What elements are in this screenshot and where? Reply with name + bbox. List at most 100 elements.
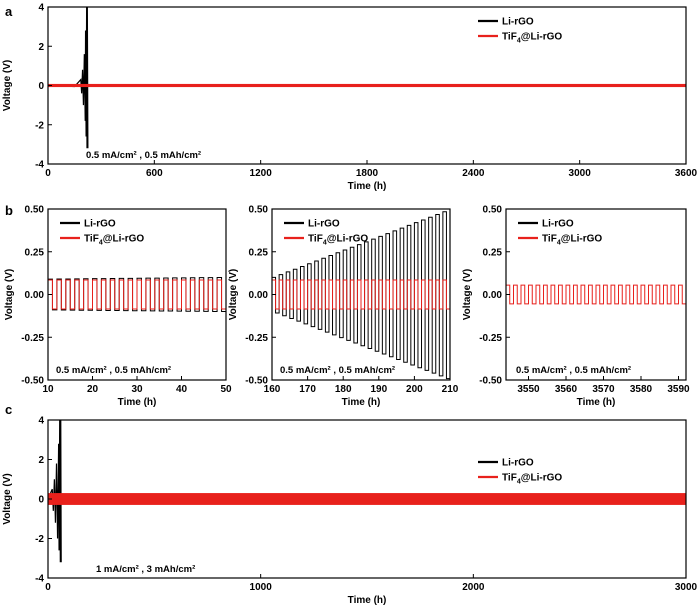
legend-label: Li-rGO [502, 17, 534, 28]
x-tick-label: 2000 [462, 582, 485, 593]
x-tick-label: 1800 [356, 168, 379, 179]
y-tick-label: 0.00 [249, 290, 269, 301]
x-tick-label: 20 [87, 384, 99, 395]
series-line-1 [506, 284, 686, 305]
condition-annotation: 1 mA/cm² , 3 mAh/cm² [96, 564, 195, 575]
legend: Li-rGO TiF4@Li-rGO [518, 219, 602, 247]
y-tick-label: 0.00 [483, 290, 503, 301]
legend-label-tail: @Li-rGO [561, 234, 603, 245]
y-tick-label: 0.50 [249, 205, 269, 216]
condition-annotation: 0.5 mA/cm² , 0.5 mAh/cm² [56, 365, 171, 376]
legend-label-subscript: 4 [517, 479, 521, 486]
x-tick-label: 180 [335, 384, 352, 395]
panel-label: b [5, 203, 13, 218]
y-axis-label: Voltage (V) [228, 269, 239, 320]
y-tick-label: -0.50 [21, 376, 44, 387]
x-tick-label: 3580 [630, 384, 653, 395]
legend-label-main: TiF [502, 473, 517, 484]
x-tick-label: 3600 [675, 168, 698, 179]
y-tick-label: 4 [38, 416, 44, 427]
x-tick-label: 210 [442, 384, 459, 395]
legend-label-main: TiF [84, 234, 99, 245]
legend: Li-rGO TiF4@Li-rGO [60, 219, 144, 247]
legend-label: TiF4@Li-rGO [84, 234, 144, 247]
plot-area [506, 284, 686, 305]
y-axis-label: Voltage (V) [4, 269, 15, 320]
plot-area [48, 276, 226, 313]
y-axis-label: Voltage (V) [2, 60, 13, 111]
x-tick-label: 1200 [250, 168, 273, 179]
y-tick-label: 0.00 [25, 290, 45, 301]
x-tick-label: 200 [406, 384, 423, 395]
y-tick-label: -4 [35, 160, 44, 171]
y-tick-label: 2 [38, 42, 44, 53]
y-tick-label: -0.50 [479, 376, 502, 387]
panel-label: a [5, 4, 13, 19]
chart-panel-2: 160 170 180 190 200 210 -0.50 -0.25 0.00 0.25 0.50… [228, 205, 459, 409]
legend-label-main: Li-rGO [502, 458, 534, 469]
legend: Li-rGO TiF4@Li-rGO [284, 219, 368, 247]
legend-label: Li-rGO [542, 219, 574, 230]
legend: Li-rGO TiF4@Li-rGO [478, 458, 562, 486]
legend-label: Li-rGO [84, 219, 116, 230]
panel-label: c [5, 402, 12, 417]
series-line-1 [272, 279, 450, 310]
legend-label-main: Li-rGO [542, 219, 574, 230]
y-tick-label: 0.50 [25, 205, 45, 216]
x-tick-label: 1000 [250, 582, 273, 593]
x-tick-label: 2400 [462, 168, 485, 179]
x-tick-label: 3560 [555, 384, 578, 395]
y-tick-label: 0.25 [25, 247, 45, 258]
y-tick-label: 4 [38, 3, 44, 14]
x-tick-label: 3000 [675, 582, 698, 593]
legend-label-subscript: 4 [99, 240, 103, 247]
series-line-0 [272, 209, 450, 380]
legend: Li-rGO TiF4@Li-rGO [478, 17, 562, 45]
x-tick-label: 30 [131, 384, 143, 395]
series-line-0 [48, 7, 89, 149]
legend-label: Li-rGO [308, 219, 340, 230]
legend-label-tail: @Li-rGO [521, 473, 563, 484]
legend-label-main: Li-rGO [84, 219, 116, 230]
plot-area [48, 7, 686, 149]
y-axis-label: Voltage (V) [2, 473, 13, 524]
x-tick-label: 0 [45, 168, 51, 179]
legend-label-tail: @Li-rGO [521, 32, 563, 43]
x-axis-label: Time (h) [342, 397, 381, 408]
legend-label-main: TiF [308, 234, 323, 245]
plot-area [272, 209, 450, 380]
y-tick-label: -0.25 [21, 333, 44, 344]
x-axis-label: Time (h) [348, 595, 387, 606]
y-tick-label: 0.50 [483, 205, 503, 216]
legend-label: TiF4@Li-rGO [542, 234, 602, 247]
chart-panel-0: 0 600 1200 1800 2400 3000 3600 -4 -2 0 2 4 Time (h) V… [2, 3, 698, 193]
y-tick-label: 0 [38, 495, 44, 506]
condition-annotation: 0.5 mA/cm² , 0.5 mAh/cm² [516, 365, 631, 376]
legend-label-main: TiF [542, 234, 557, 245]
chart-panel-3: 3550 3560 3570 3580 3590 -0.50 -0.25 0.00 0.25 0.… [462, 205, 690, 409]
x-tick-label: 3590 [667, 384, 690, 395]
y-tick-label: 0.25 [249, 247, 269, 258]
y-tick-label: 2 [38, 455, 44, 466]
legend-label-subscript: 4 [517, 38, 521, 45]
y-tick-label: 0 [38, 81, 44, 92]
x-tick-label: 3570 [592, 384, 615, 395]
condition-annotation: 0.5 mA/cm² , 0.5 mAh/cm² [86, 150, 201, 161]
x-tick-label: 50 [220, 384, 232, 395]
x-axis-label: Time (h) [348, 181, 387, 192]
legend-label-subscript: 4 [323, 240, 327, 247]
y-tick-label: -0.50 [245, 376, 268, 387]
y-tick-label: -0.25 [245, 333, 268, 344]
legend-label-tail: @Li-rGO [103, 234, 145, 245]
x-axis-label: Time (h) [577, 397, 616, 408]
x-tick-label: 600 [146, 168, 163, 179]
x-tick-label: 10 [42, 384, 54, 395]
legend-label-subscript: 4 [557, 240, 561, 247]
x-tick-label: 3550 [517, 384, 540, 395]
legend-label-main: Li-rGO [502, 17, 534, 28]
legend-label: TiF4@Li-rGO [502, 473, 562, 486]
legend-label-main: TiF [502, 32, 517, 43]
y-tick-label: -4 [35, 574, 44, 585]
series-line-1 [48, 279, 226, 310]
